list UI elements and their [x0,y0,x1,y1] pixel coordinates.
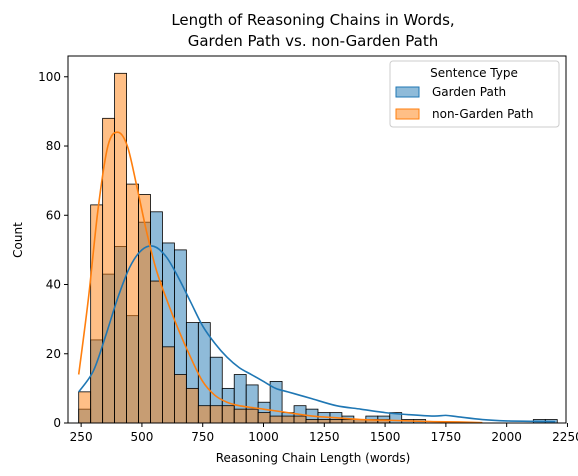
bar-non-garden-path [282,416,294,423]
legend-title: Sentence Type [430,66,518,80]
bar-non-garden-path [258,413,270,423]
legend-label-non-garden-path: non-Garden Path [432,107,533,121]
y-tick-label: 60 [46,208,61,222]
y-tick-label: 0 [53,416,61,430]
bar-non-garden-path [234,409,246,423]
legend-swatch-garden-path [396,87,419,97]
x-axis-label: Reasoning Chain Length (words) [216,451,411,465]
bar-non-garden-path [210,406,222,423]
y-axis-label: Count [11,222,25,258]
bar-non-garden-path [127,184,139,423]
bar-non-garden-path [330,420,342,423]
bar-non-garden-path [222,406,234,423]
bar-non-garden-path [91,205,103,423]
y-axis-ticks: 0 20 40 60 80 100 [38,70,68,430]
x-tick-label: 500 [130,430,153,444]
bar-non-garden-path [174,375,186,423]
bar-non-garden-path [342,420,354,423]
legend: Sentence Type Garden Path non-Garden Pat… [390,61,559,127]
bar-non-garden-path [150,281,162,423]
x-tick-label: 1500 [370,430,401,444]
bar-non-garden-path [306,420,318,423]
x-tick-label: 1250 [309,430,340,444]
bar-non-garden-path [318,420,330,423]
bar-non-garden-path [115,73,127,423]
chart-title-line2: Garden Path vs. non-Garden Path [188,32,439,50]
bar-non-garden-path [198,406,210,423]
y-tick-label: 20 [46,347,61,361]
bar-non-garden-path [162,347,174,423]
x-tick-label: 1000 [248,430,279,444]
bar-non-garden-path [139,194,151,423]
x-tick-label: 750 [191,430,214,444]
x-tick-label: 2000 [491,430,522,444]
bar-non-garden-path [186,388,198,423]
x-tick-label: 250 [70,430,93,444]
y-tick-label: 100 [38,70,61,84]
bar-non-garden-path [270,416,282,423]
bar-non-garden-path [246,409,258,423]
y-tick-label: 40 [46,278,61,292]
chart-title-line1: Length of Reasoning Chains in Words, [171,11,454,29]
bar-non-garden-path [79,392,91,423]
x-tick-label: 1750 [431,430,462,444]
y-tick-label: 80 [46,139,61,153]
bar-non-garden-path [294,416,306,423]
legend-swatch-non-garden-path [396,109,419,119]
legend-label-garden-path: Garden Path [432,85,506,99]
